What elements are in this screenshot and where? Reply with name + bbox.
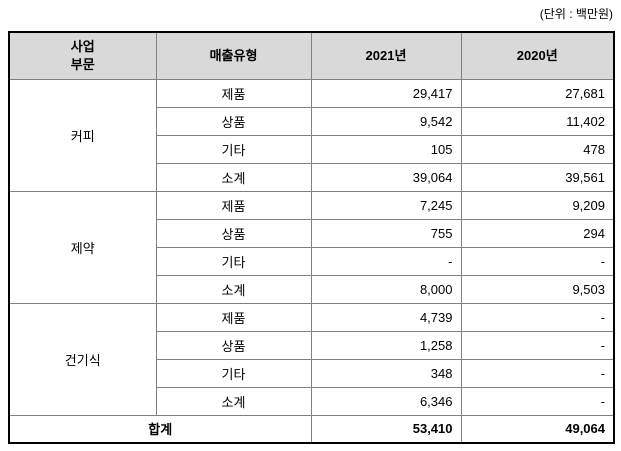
sales-type-cell: 소계 bbox=[155, 162, 312, 192]
value-2020-cell: 11,402 bbox=[460, 106, 615, 136]
value-2020-cell: - bbox=[460, 302, 615, 332]
table-row: 상품 1,258 - bbox=[9, 330, 615, 360]
value-2021-cell: 39,064 bbox=[310, 162, 462, 192]
value-2021-cell: - bbox=[310, 246, 462, 276]
value-2021-cell: 29,417 bbox=[310, 78, 462, 108]
sales-type-cell: 제품 bbox=[155, 190, 312, 220]
table-row: 소계 8,000 9,503 bbox=[9, 274, 615, 304]
value-2021-cell: 8,000 bbox=[310, 274, 462, 304]
total-label-cell: 합계 bbox=[8, 414, 312, 444]
segment-cell-pharma: 제약 bbox=[8, 190, 157, 304]
table-row: 소계 6,346 - bbox=[9, 386, 615, 416]
table-row: 커피 제품 29,417 27,681 bbox=[8, 78, 615, 192]
table-row: 기타 105 478 bbox=[9, 134, 615, 164]
col-header-year-2021: 2021년 bbox=[310, 31, 462, 80]
value-2020-cell: - bbox=[460, 386, 615, 416]
value-2021-cell: 6,346 bbox=[310, 386, 462, 416]
col-header-year-2020: 2020년 bbox=[460, 31, 615, 80]
table-header: 사업 부문 매출유형 2021년 2020년 bbox=[8, 31, 615, 80]
table-row: 기타 348 - bbox=[9, 358, 615, 388]
sales-type-cell: 기타 bbox=[155, 358, 312, 388]
sales-type-cell: 제품 bbox=[155, 78, 312, 108]
value-2021-cell: 7,245 bbox=[310, 190, 462, 220]
value-2020-cell: 27,681 bbox=[460, 78, 615, 108]
total-2021-cell: 53,410 bbox=[310, 414, 462, 444]
sales-type-cell: 기타 bbox=[155, 246, 312, 276]
sales-type-cell: 기타 bbox=[155, 134, 312, 164]
total-row: 합계 53,410 49,064 bbox=[8, 414, 615, 444]
sales-type-cell: 소계 bbox=[155, 274, 312, 304]
col-header-business-segment-line1: 사업 bbox=[70, 39, 95, 55]
value-2020-cell: 9,209 bbox=[460, 190, 615, 220]
value-2020-cell: 478 bbox=[460, 134, 615, 164]
value-2021-cell: 348 bbox=[310, 358, 462, 388]
table-row: 제약 제품 7,245 9,209 bbox=[8, 190, 615, 304]
table-row: 상품 9,542 11,402 bbox=[9, 106, 615, 136]
value-2020-cell: 294 bbox=[460, 218, 615, 248]
value-2021-cell: 1,258 bbox=[310, 330, 462, 360]
col-header-business-segment-line2: 부문 bbox=[70, 56, 95, 72]
sales-type-cell: 상품 bbox=[155, 106, 312, 136]
value-2021-cell: 755 bbox=[310, 218, 462, 248]
col-header-sales-type: 매출유형 bbox=[155, 31, 312, 80]
value-2021-cell: 4,739 bbox=[310, 302, 462, 332]
table-body: 커피 제품 29,417 27,681 상품 9,542 11,402 기타 1… bbox=[8, 78, 615, 444]
value-2021-cell: 105 bbox=[310, 134, 462, 164]
col-header-business-segment: 사업 부문 bbox=[8, 31, 157, 80]
value-2020-cell: 9,503 bbox=[460, 274, 615, 304]
sales-by-segment-table: 사업 부문 매출유형 2021년 2020년 커피 제품 29,417 27,6… bbox=[8, 31, 615, 444]
value-2020-cell: - bbox=[460, 330, 615, 360]
value-2021-cell: 9,542 bbox=[310, 106, 462, 136]
header-row: 사업 부문 매출유형 2021년 2020년 bbox=[8, 31, 615, 80]
value-2020-cell: - bbox=[460, 246, 615, 276]
segment-cell-coffee: 커피 bbox=[8, 78, 157, 192]
sales-type-cell: 소계 bbox=[155, 386, 312, 416]
table-row: 상품 755 294 bbox=[9, 218, 615, 248]
table-row: 건기식 제품 4,739 - bbox=[8, 302, 615, 416]
sales-type-cell: 상품 bbox=[155, 330, 312, 360]
sales-type-cell: 상품 bbox=[155, 218, 312, 248]
sales-type-cell: 제품 bbox=[155, 302, 312, 332]
segment-cell-health-food: 건기식 bbox=[8, 302, 157, 416]
table-row: 소계 39,064 39,561 bbox=[9, 162, 615, 192]
unit-label: (단위 : 백만원) bbox=[539, 7, 613, 21]
value-2020-cell: 39,561 bbox=[460, 162, 615, 192]
value-2020-cell: - bbox=[460, 358, 615, 388]
total-2020-cell: 49,064 bbox=[460, 414, 615, 444]
